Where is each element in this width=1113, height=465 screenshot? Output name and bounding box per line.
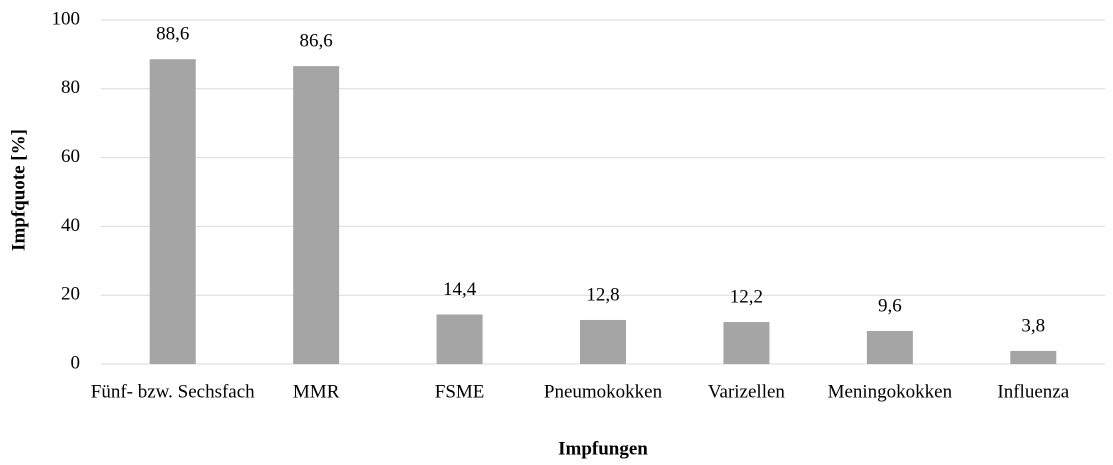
x-tick-label: Influenza <box>997 381 1069 402</box>
x-tick-label: Varizellen <box>708 381 786 402</box>
y-axis-title: Impfquote [%] <box>8 129 29 251</box>
x-tick-label: FSME <box>435 381 485 402</box>
value-label: 9,6 <box>878 295 902 316</box>
y-tick-label: 80 <box>61 77 80 98</box>
bar <box>1010 350 1057 364</box>
bar <box>149 59 196 364</box>
value-label: 12,2 <box>730 286 763 307</box>
y-tick-label: 100 <box>52 8 81 29</box>
bar <box>580 319 626 364</box>
value-label: 88,6 <box>156 24 189 45</box>
bar <box>723 322 770 364</box>
value-label: 86,6 <box>300 30 333 51</box>
bar <box>436 314 483 364</box>
value-label: 3,8 <box>1021 315 1045 336</box>
y-tick-label: 0 <box>71 352 81 373</box>
bar <box>866 330 913 364</box>
x-axis-title: Impfungen <box>558 438 648 459</box>
y-tick-label: 20 <box>61 284 80 305</box>
value-label: 14,4 <box>443 279 477 300</box>
x-tick-label: Pneumokokken <box>544 381 663 402</box>
x-tick-label: MMR <box>293 381 340 402</box>
y-tick-label: 40 <box>61 215 80 236</box>
x-tick-label: Meningokokken <box>828 381 953 402</box>
x-tick-label: Fünf- bzw. Sechsfach <box>91 381 255 402</box>
y-tick-label: 60 <box>61 146 80 167</box>
value-label: 12,8 <box>586 284 619 305</box>
bar <box>293 66 340 364</box>
